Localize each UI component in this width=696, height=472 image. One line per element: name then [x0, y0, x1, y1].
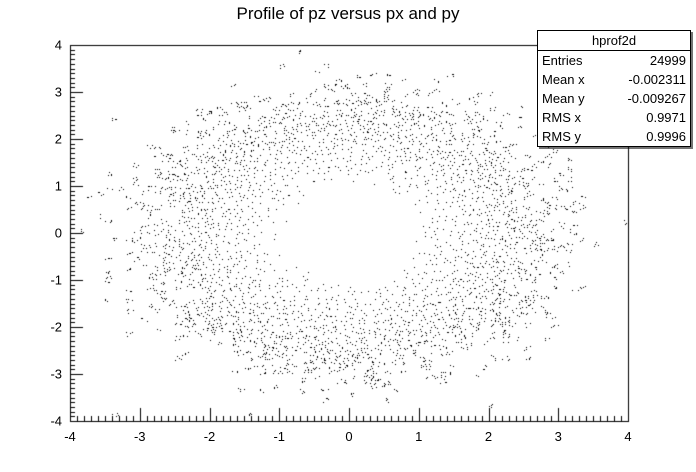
y-axis-tick-label: -1	[50, 272, 62, 288]
y-axis-tick-label: 4	[54, 37, 62, 53]
stats-label: RMS x	[542, 110, 581, 125]
stats-value: 0.9996	[646, 129, 686, 144]
x-axis-tick-label: 4	[624, 429, 632, 444]
stats-value: 0.9971	[646, 110, 686, 125]
stats-label: Entries	[542, 53, 583, 68]
stats-label: Mean y	[542, 91, 585, 106]
stats-label: Mean x	[542, 72, 585, 87]
y-axis-tick-label: 3	[54, 84, 62, 100]
y-axis-tick-label: 1	[54, 178, 62, 194]
y-axis-tick-label: 2	[54, 131, 62, 147]
stats-label: RMS y	[542, 129, 581, 144]
stats-row-rms-y: RMS y 0.9996	[538, 127, 690, 146]
stats-box-title: hprof2d	[538, 31, 690, 51]
stats-value: -0.009267	[627, 91, 686, 106]
stats-box: hprof2d Entries 24999 Mean x -0.002311 M…	[537, 30, 691, 147]
y-axis-tick-label: 0	[54, 225, 62, 241]
stats-row-mean-x: Mean x -0.002311	[538, 70, 690, 89]
stats-value: -0.002311	[628, 72, 686, 87]
x-axis-tick-label: 2	[484, 429, 493, 444]
stats-row-mean-y: Mean y -0.009267	[538, 89, 690, 108]
x-axis-tick-label: -1	[273, 429, 286, 444]
x-axis-tick-label: -3	[133, 429, 146, 444]
x-axis-tick-label: -2	[203, 429, 216, 444]
x-axis-tick-label: 0	[345, 429, 353, 444]
y-axis-tick-label: -4	[50, 413, 62, 429]
x-axis-tick-label: 3	[554, 429, 562, 444]
y-axis-tick-label: -2	[50, 319, 62, 335]
y-axis-tick-label: -3	[50, 366, 62, 382]
stats-value: 24999	[649, 53, 686, 68]
stats-row-entries: Entries 24999	[538, 51, 690, 70]
x-axis-tick-label: 1	[415, 429, 423, 444]
stats-row-rms-x: RMS x 0.9971	[538, 108, 690, 127]
x-axis-tick-label: -4	[64, 429, 76, 444]
chart-title: Profile of pz versus px and py	[236, 4, 460, 23]
